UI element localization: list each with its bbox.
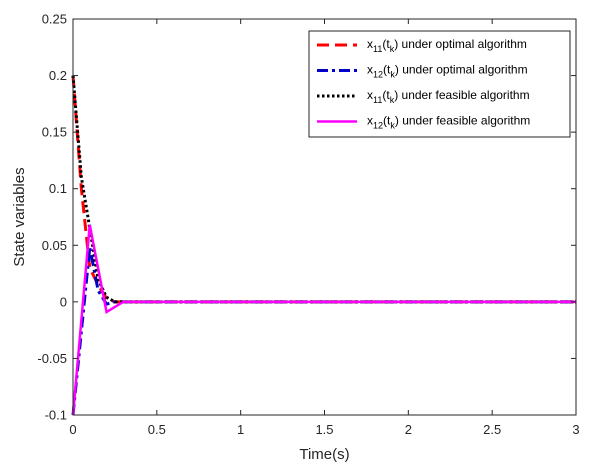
legend-label-2: x12(tk) under optimal algorithm xyxy=(367,63,528,80)
y-tick-label: -0.1 xyxy=(45,408,67,423)
x-axis-label: Time(s) xyxy=(299,446,349,463)
legend-label-3: x11(tk) under feasible algorithm xyxy=(367,88,530,105)
x-tick-label: 2.5 xyxy=(483,422,501,437)
y-tick-label: 0.1 xyxy=(49,181,67,196)
y-tick-label: 0.25 xyxy=(42,12,67,27)
x-tick-label: 1 xyxy=(237,422,244,437)
y-axis-label: State variables xyxy=(11,167,28,266)
legend-label-1: x11(tk) under optimal algorithm xyxy=(367,37,527,54)
x-tick-label: 1.5 xyxy=(315,422,333,437)
series-line-4 xyxy=(71,224,576,416)
tick-layer: 0 0.5 1 1.5 2 2.5 3 -0.1 -0.05 0 0.05 0.1 0.15 0.2 0.2… xyxy=(37,12,579,438)
x-tick-label: 0 xyxy=(69,422,76,437)
y-tick-label: -0.05 xyxy=(37,351,67,366)
legend: x11(tk) under optimal algorithm x12(tk) u… xyxy=(308,30,571,138)
y-tick-label: 0.2 xyxy=(49,68,67,83)
y-tick-label: 0.15 xyxy=(42,125,67,140)
legend-box xyxy=(308,30,571,138)
series-layer xyxy=(71,75,576,416)
y-tick-label: 0.05 xyxy=(42,238,67,253)
legend-label-4: x12(tk) under feasible algorithm xyxy=(367,114,530,131)
x-tick-label: 0.5 xyxy=(148,422,166,437)
x-tick-label: 2 xyxy=(405,422,412,437)
y-tick-label: 0 xyxy=(60,294,67,309)
x-tick-label: 3 xyxy=(572,422,579,437)
